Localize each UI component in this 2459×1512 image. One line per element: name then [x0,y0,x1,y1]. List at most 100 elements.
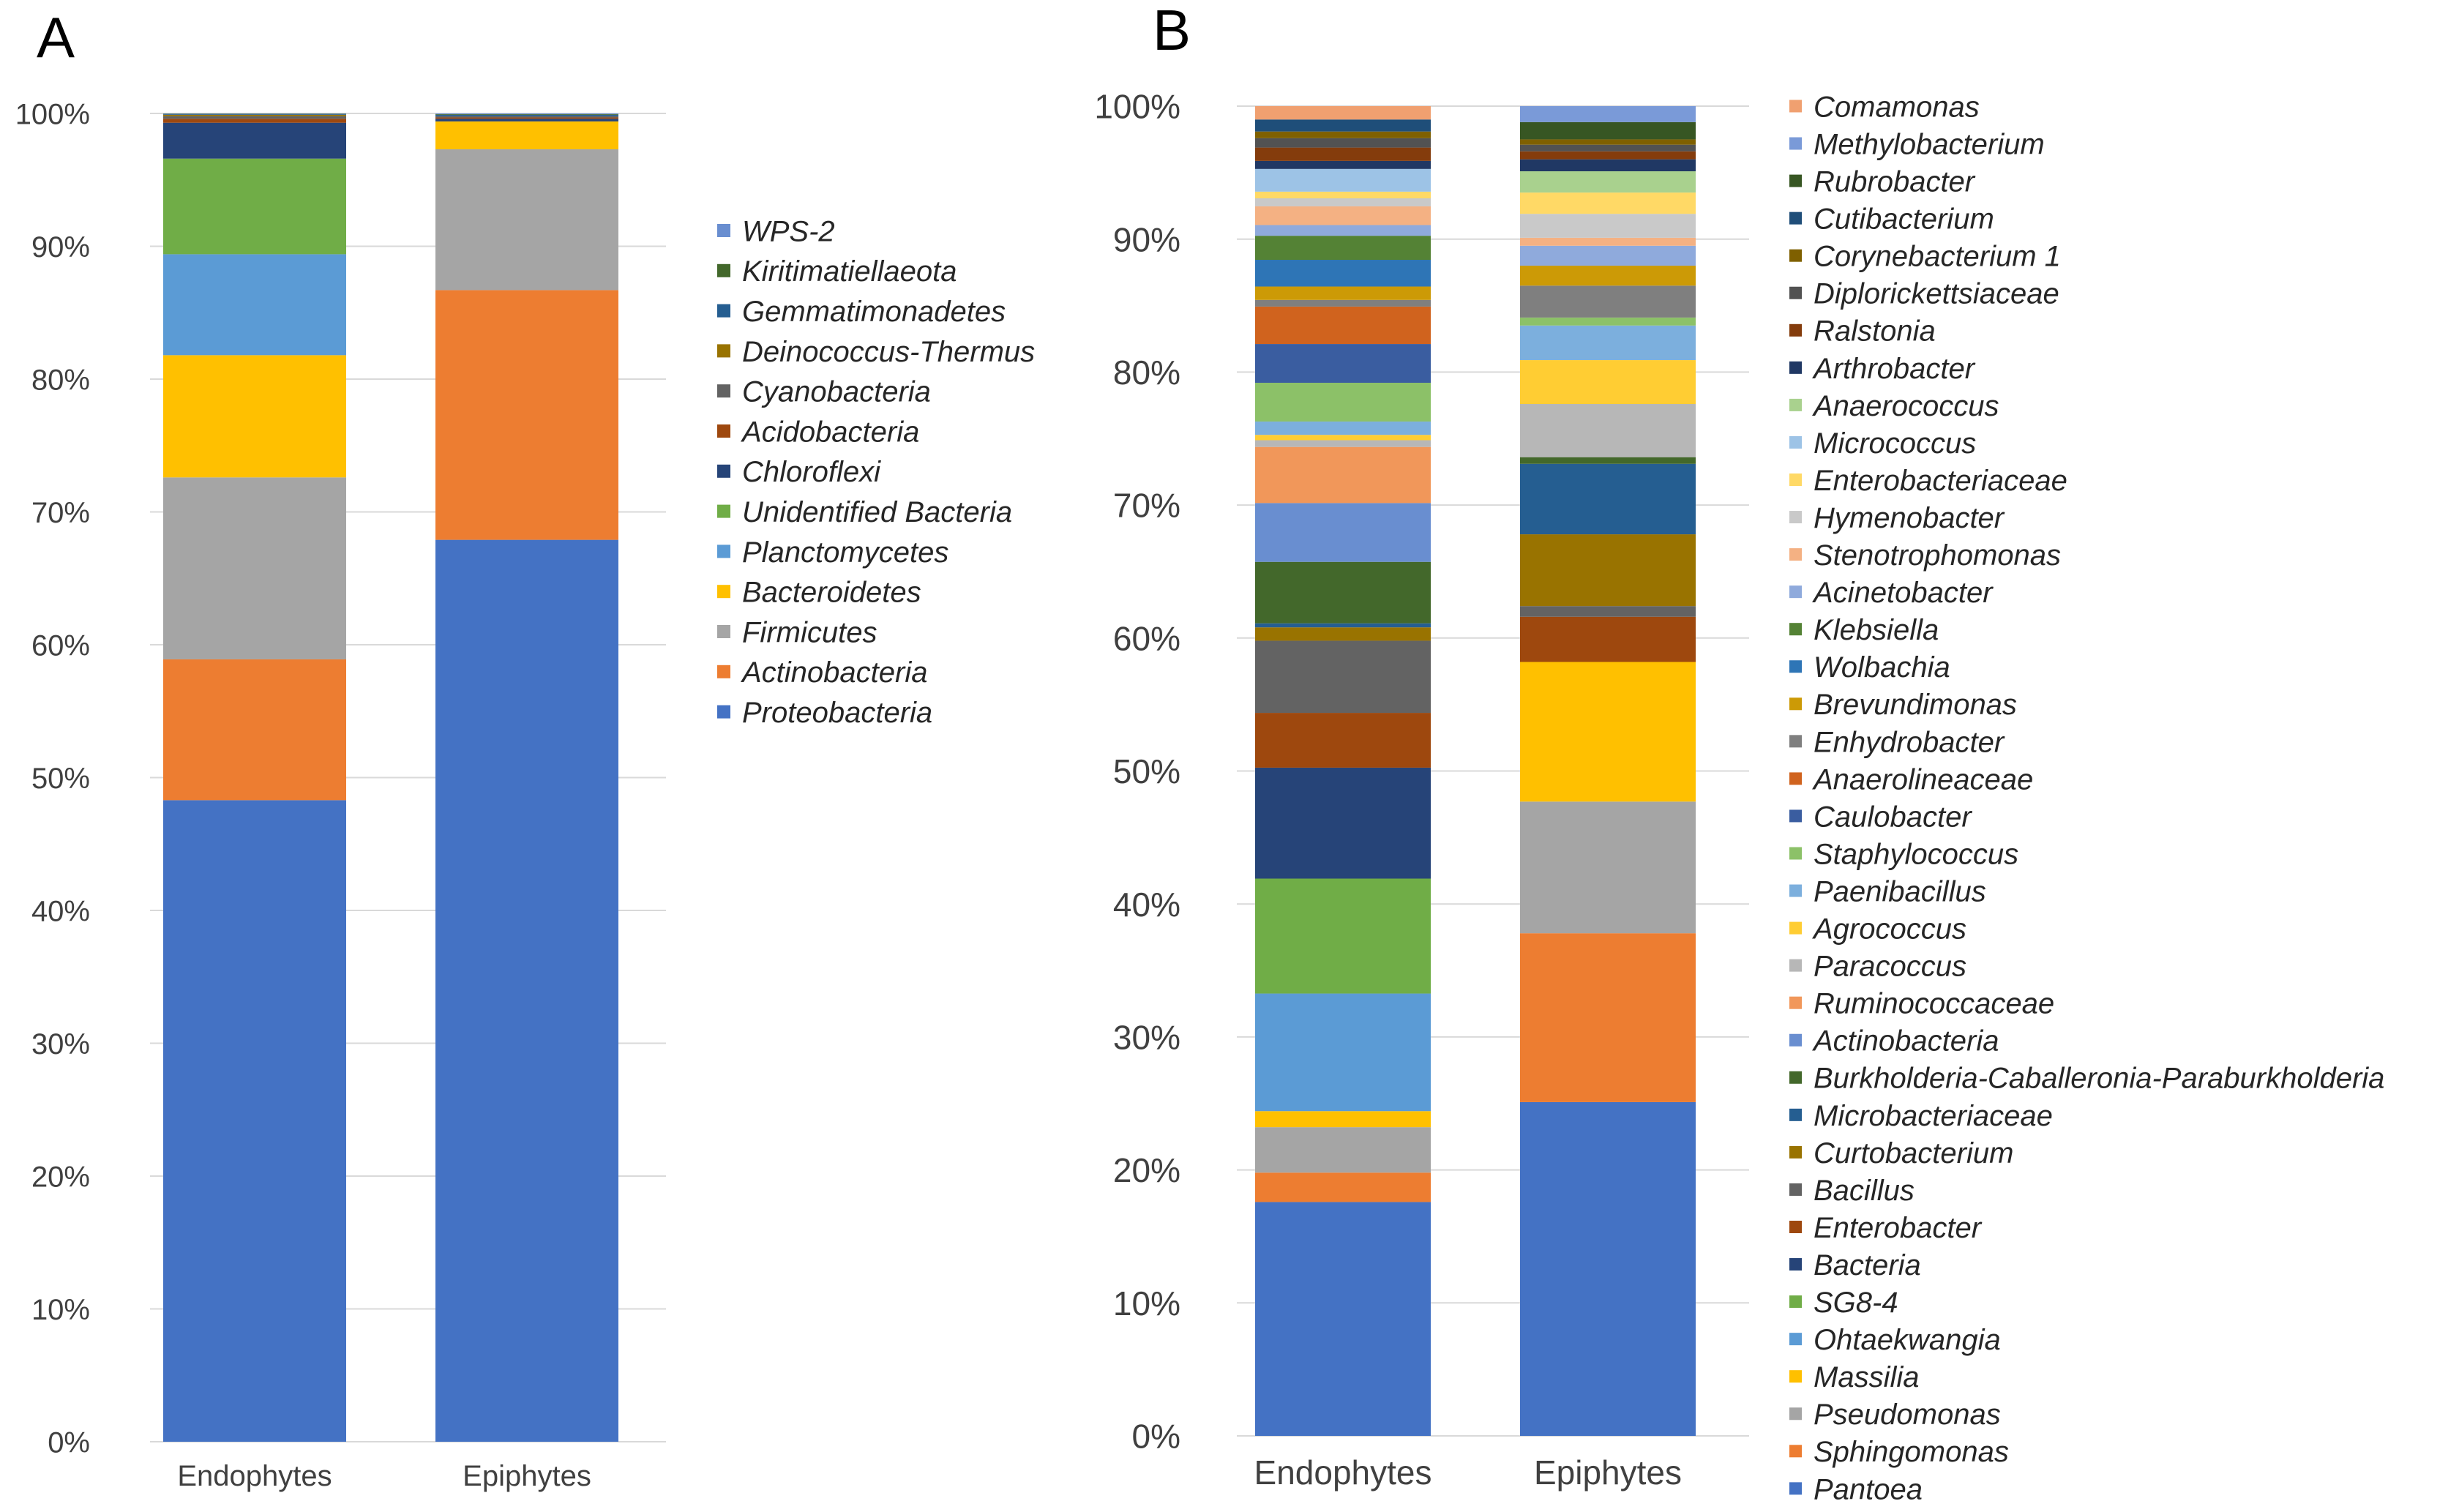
bar-segment [1255,147,1431,161]
bar-segment [1255,623,1431,628]
bar-segment [435,113,618,114]
legend-swatch [1789,623,1802,636]
legend-label: Stenotrophomonas [1814,539,2061,572]
legend-swatch [1789,1221,1802,1233]
bar-segment [1520,317,1696,326]
bar-segment [1520,534,1696,607]
bar-segment [1255,383,1431,422]
legend-swatch [717,304,730,318]
legend-swatch [1789,1407,1802,1421]
bar-segment [163,254,346,356]
bar-segment [1520,245,1696,266]
legend-swatch [1789,1445,1802,1458]
legend-label: Deinococcus-Thermus [742,336,1035,368]
legend-swatch [1789,1033,1802,1047]
legend-swatch [717,464,730,478]
legend-label: Kiritimatiellaeota [742,255,957,288]
legend-label: Diplorickettsiaceae [1814,278,2059,310]
legend-swatch [717,544,730,558]
legend-swatch [1789,474,1802,486]
legend-swatch [1789,398,1802,411]
legend-label: Enterobacter [1814,1212,1983,1244]
bar-segment [1520,266,1696,286]
legend-label: Corynebacterium 1 [1814,241,2061,273]
legend-label: Anaerococcus [1812,390,1999,422]
legend-swatch [1789,174,1802,187]
bar-segment [1520,139,1696,145]
y-tick-label: 90% [1113,220,1180,258]
bar-segment [1520,606,1696,617]
legend-label: Acinetobacter [1812,577,1994,609]
bar-segment [1255,878,1431,994]
legend-swatch [717,504,730,518]
legend-swatch [1789,921,1802,935]
bar-segment [1255,627,1431,641]
bar-segment [1520,360,1696,405]
bar-segment [1255,168,1431,192]
legend-swatch [1789,809,1802,823]
bar-segment [163,116,346,119]
bar-segment [1255,225,1431,236]
legend-label: Brevundimonas [1814,689,2017,721]
bar-segment [163,477,346,659]
y-tick-label: 90% [31,231,90,263]
legend-label: Staphylococcus [1814,838,2018,870]
legend-swatch [717,224,730,237]
bar-segment [1255,421,1431,435]
legend-label: Massilia [1814,1361,1919,1393]
bar-segment [1255,206,1431,225]
y-tick-label: 80% [31,364,90,396]
legend-label: Anaerolineaceae [1812,763,2033,796]
legend-swatch [717,705,730,719]
bar-segment [1255,446,1431,504]
bar-segment [1255,640,1431,714]
bar-segment [163,113,346,114]
legend-label: Ruminococcaceae [1814,988,2054,1020]
legend-swatch [717,424,730,438]
legend-label: Caulobacter [1814,801,1972,833]
y-tick-label: 70% [1113,487,1180,525]
y-tick-label: 20% [31,1161,90,1193]
legend-label: Unidentified Bacteria [742,496,1012,528]
bar-segment [163,113,346,114]
bar-segment [1255,131,1431,138]
legend-label: Ralstonia [1814,315,1936,348]
bar-segment [435,119,618,121]
x-tick-label: Endophytes [1254,1453,1432,1492]
y-tick-label: 80% [1113,353,1180,392]
legend-label: Actinobacteria [1812,1025,1999,1058]
bar-segment [1255,1172,1431,1202]
bar-segment [1255,260,1431,287]
bar-segment [1255,503,1431,562]
bar-segment [1255,306,1431,345]
y-tick-label: 50% [1113,752,1180,790]
legend-swatch [1789,1295,1802,1309]
legend-label: WPS-2 [742,215,835,247]
bar-segment [1255,767,1431,879]
bar-segment [1255,1111,1431,1128]
legend-label: Chloroflexi [742,456,881,488]
bar-segment [163,800,346,1442]
bar-segment [163,158,346,255]
bar-segment [1255,561,1431,624]
bar-segment [163,114,346,116]
bar-segment [435,113,618,115]
legend-swatch [1789,286,1802,299]
legend-swatch [1789,959,1802,972]
y-tick-label: 40% [31,895,90,927]
bar-segment [163,659,346,801]
legend-swatch [1789,660,1802,673]
legend-swatch [1789,1145,1802,1159]
bar-segment [435,149,618,291]
legend-label: Bacteria [1814,1249,1921,1281]
bar-segment [1255,138,1431,148]
bar-segment [1520,192,1696,214]
legend-swatch [1789,772,1802,785]
panel-a-label: A [37,5,75,70]
legend-label: Klebsiella [1814,614,1939,646]
bar-segment [1255,119,1431,132]
y-tick-label: 100% [15,98,90,130]
bar-segment [1255,993,1431,1112]
x-tick-label: Epiphytes [1534,1453,1682,1492]
y-tick-label: 60% [1113,619,1180,657]
